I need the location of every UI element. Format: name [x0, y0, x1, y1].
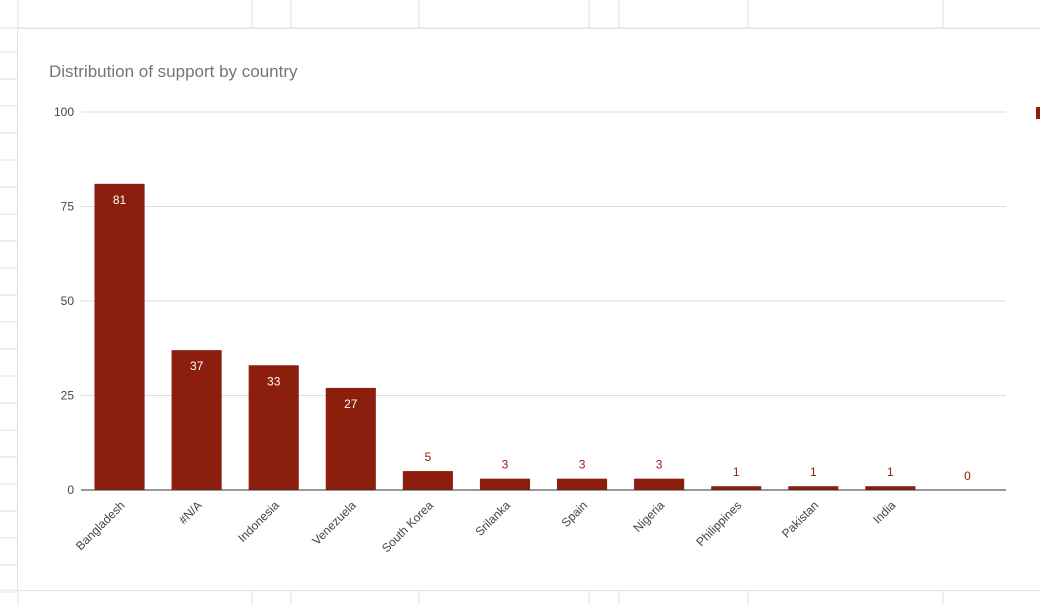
bar: [865, 486, 916, 490]
bar-chart: 025507510081Bangladesh37#N/A33Indonesia2…: [54, 105, 1006, 555]
data-label: 5: [425, 450, 432, 464]
x-tick-label: Bangladesh: [73, 498, 128, 553]
bar: [94, 183, 145, 490]
x-tick-label: Nigeria: [630, 498, 667, 535]
bar: [788, 486, 839, 490]
data-label: 37: [190, 359, 204, 373]
y-tick-label: 0: [67, 483, 74, 497]
x-tick-label: India: [870, 498, 899, 527]
data-label: 3: [656, 458, 663, 472]
bar: [402, 471, 453, 490]
bar: [556, 478, 608, 490]
data-label: 81: [113, 193, 127, 207]
data-label: 3: [579, 458, 586, 472]
data-label: 1: [810, 465, 817, 479]
x-tick-label: Venezuela: [309, 498, 359, 548]
data-label: 33: [267, 374, 281, 388]
data-label: 27: [344, 397, 358, 411]
data-label: 3: [502, 458, 509, 472]
x-tick-label: #N/A: [176, 498, 205, 527]
y-tick-label: 50: [61, 294, 75, 308]
y-tick-label: 75: [61, 200, 75, 214]
data-label: 0: [964, 469, 971, 483]
x-tick-label: Srilanka: [473, 498, 514, 539]
x-tick-label: Indonesia: [235, 498, 282, 545]
bar: [248, 365, 299, 490]
bar: [479, 478, 531, 490]
chart-title: Distribution of support by country: [49, 62, 298, 81]
chart-card[interactable]: Distribution of support by country 0 25 50…: [18, 29, 1040, 590]
y-tick-label: 100: [54, 105, 74, 119]
data-label: 1: [887, 465, 894, 479]
bar: [634, 478, 685, 490]
x-tick-label: Pakistan: [779, 498, 821, 540]
legend-swatch: [1036, 107, 1040, 119]
bar: [171, 350, 222, 490]
x-tick-label: Philippines: [693, 498, 744, 549]
x-tick-label: South Korea: [379, 498, 436, 555]
bar: [711, 486, 762, 490]
bar: [325, 387, 376, 490]
x-tick-label: Spain: [559, 498, 591, 530]
y-tick-label: 25: [61, 389, 75, 403]
data-label: 1: [733, 465, 740, 479]
